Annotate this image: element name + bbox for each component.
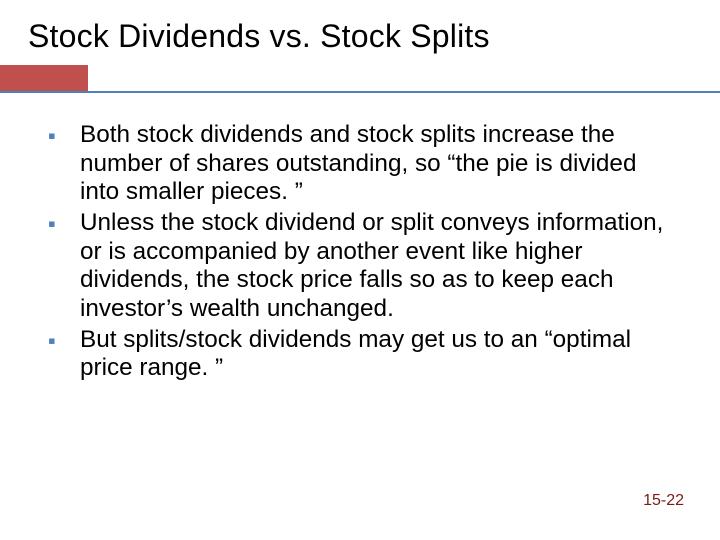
bullet-item: ▪ Both stock dividends and stock splits … [48, 121, 680, 207]
slide: Stock Dividends vs. Stock Splits ▪ Both … [0, 0, 720, 540]
square-bullet-icon: ▪ [48, 123, 56, 149]
square-bullet-icon: ▪ [48, 211, 56, 237]
bullet-list: ▪ Both stock dividends and stock splits … [48, 121, 680, 383]
accent-bar [0, 65, 88, 91]
slide-title: Stock Dividends vs. Stock Splits [0, 0, 720, 65]
square-bullet-icon: ▪ [48, 328, 56, 354]
bullet-text: Unless the stock dividend or split conve… [80, 209, 663, 322]
bullet-item: ▪ But splits/stock dividends may get us … [48, 326, 680, 383]
page-number: 15-22 [643, 492, 684, 510]
bullet-text: But splits/stock dividends may get us to… [80, 326, 631, 382]
bullet-item: ▪ Unless the stock dividend or split con… [48, 209, 680, 324]
bullet-text: Both stock dividends and stock splits in… [80, 121, 636, 205]
content-area: ▪ Both stock dividends and stock splits … [0, 93, 720, 383]
